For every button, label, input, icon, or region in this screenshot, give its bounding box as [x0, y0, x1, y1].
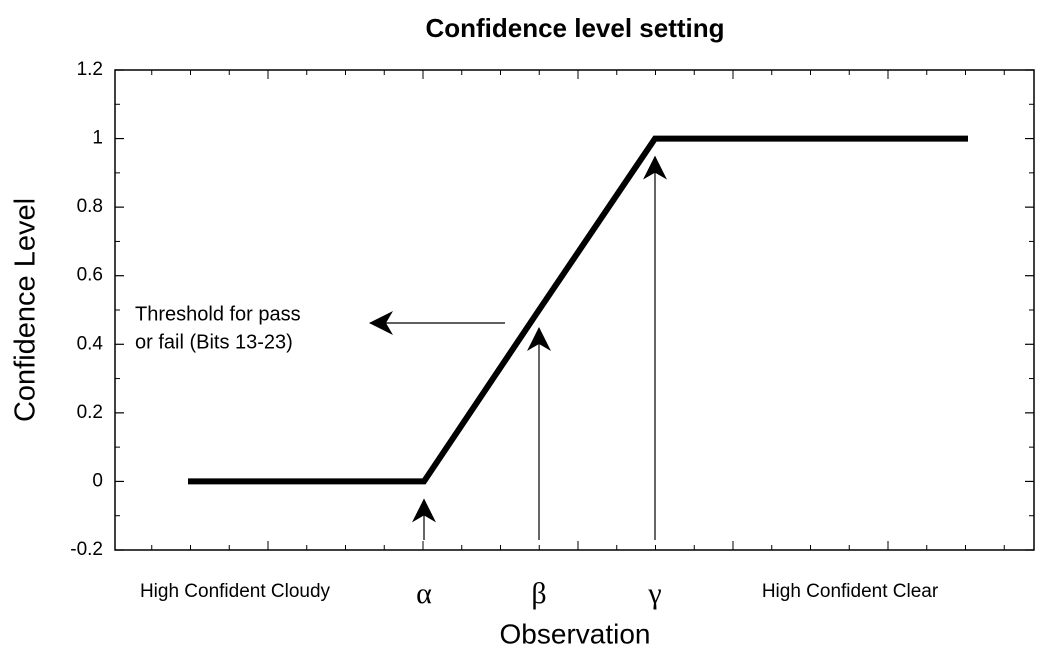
- data-line: [188, 135, 968, 485]
- x-category-label: γ: [647, 577, 661, 610]
- x-category-label: β: [531, 577, 546, 610]
- annotation-text: Threshold for pass: [135, 303, 301, 325]
- y-tick-label: 0.2: [77, 402, 103, 423]
- y-tick-label: -0.2: [70, 539, 103, 560]
- chart-title: Confidence level setting: [425, 13, 724, 43]
- y-tick-label: 0.8: [77, 196, 103, 217]
- y-tick-label: 1: [92, 128, 103, 149]
- x-axis-label: Observation: [500, 618, 651, 649]
- y-tick-label: 1.2: [77, 59, 103, 80]
- x-category-label: High Confident Clear: [762, 581, 939, 602]
- x-category-label: High Confident Cloudy: [140, 581, 331, 602]
- x-category-label: α: [416, 577, 432, 610]
- y-tick-label: 0.4: [77, 333, 104, 354]
- y-tick-label: 0.6: [77, 265, 103, 286]
- y-tick-label: 0: [92, 470, 103, 491]
- y-axis-label: Confidence Level: [10, 198, 42, 422]
- annotation-text: or fail (Bits 13-23): [135, 331, 293, 353]
